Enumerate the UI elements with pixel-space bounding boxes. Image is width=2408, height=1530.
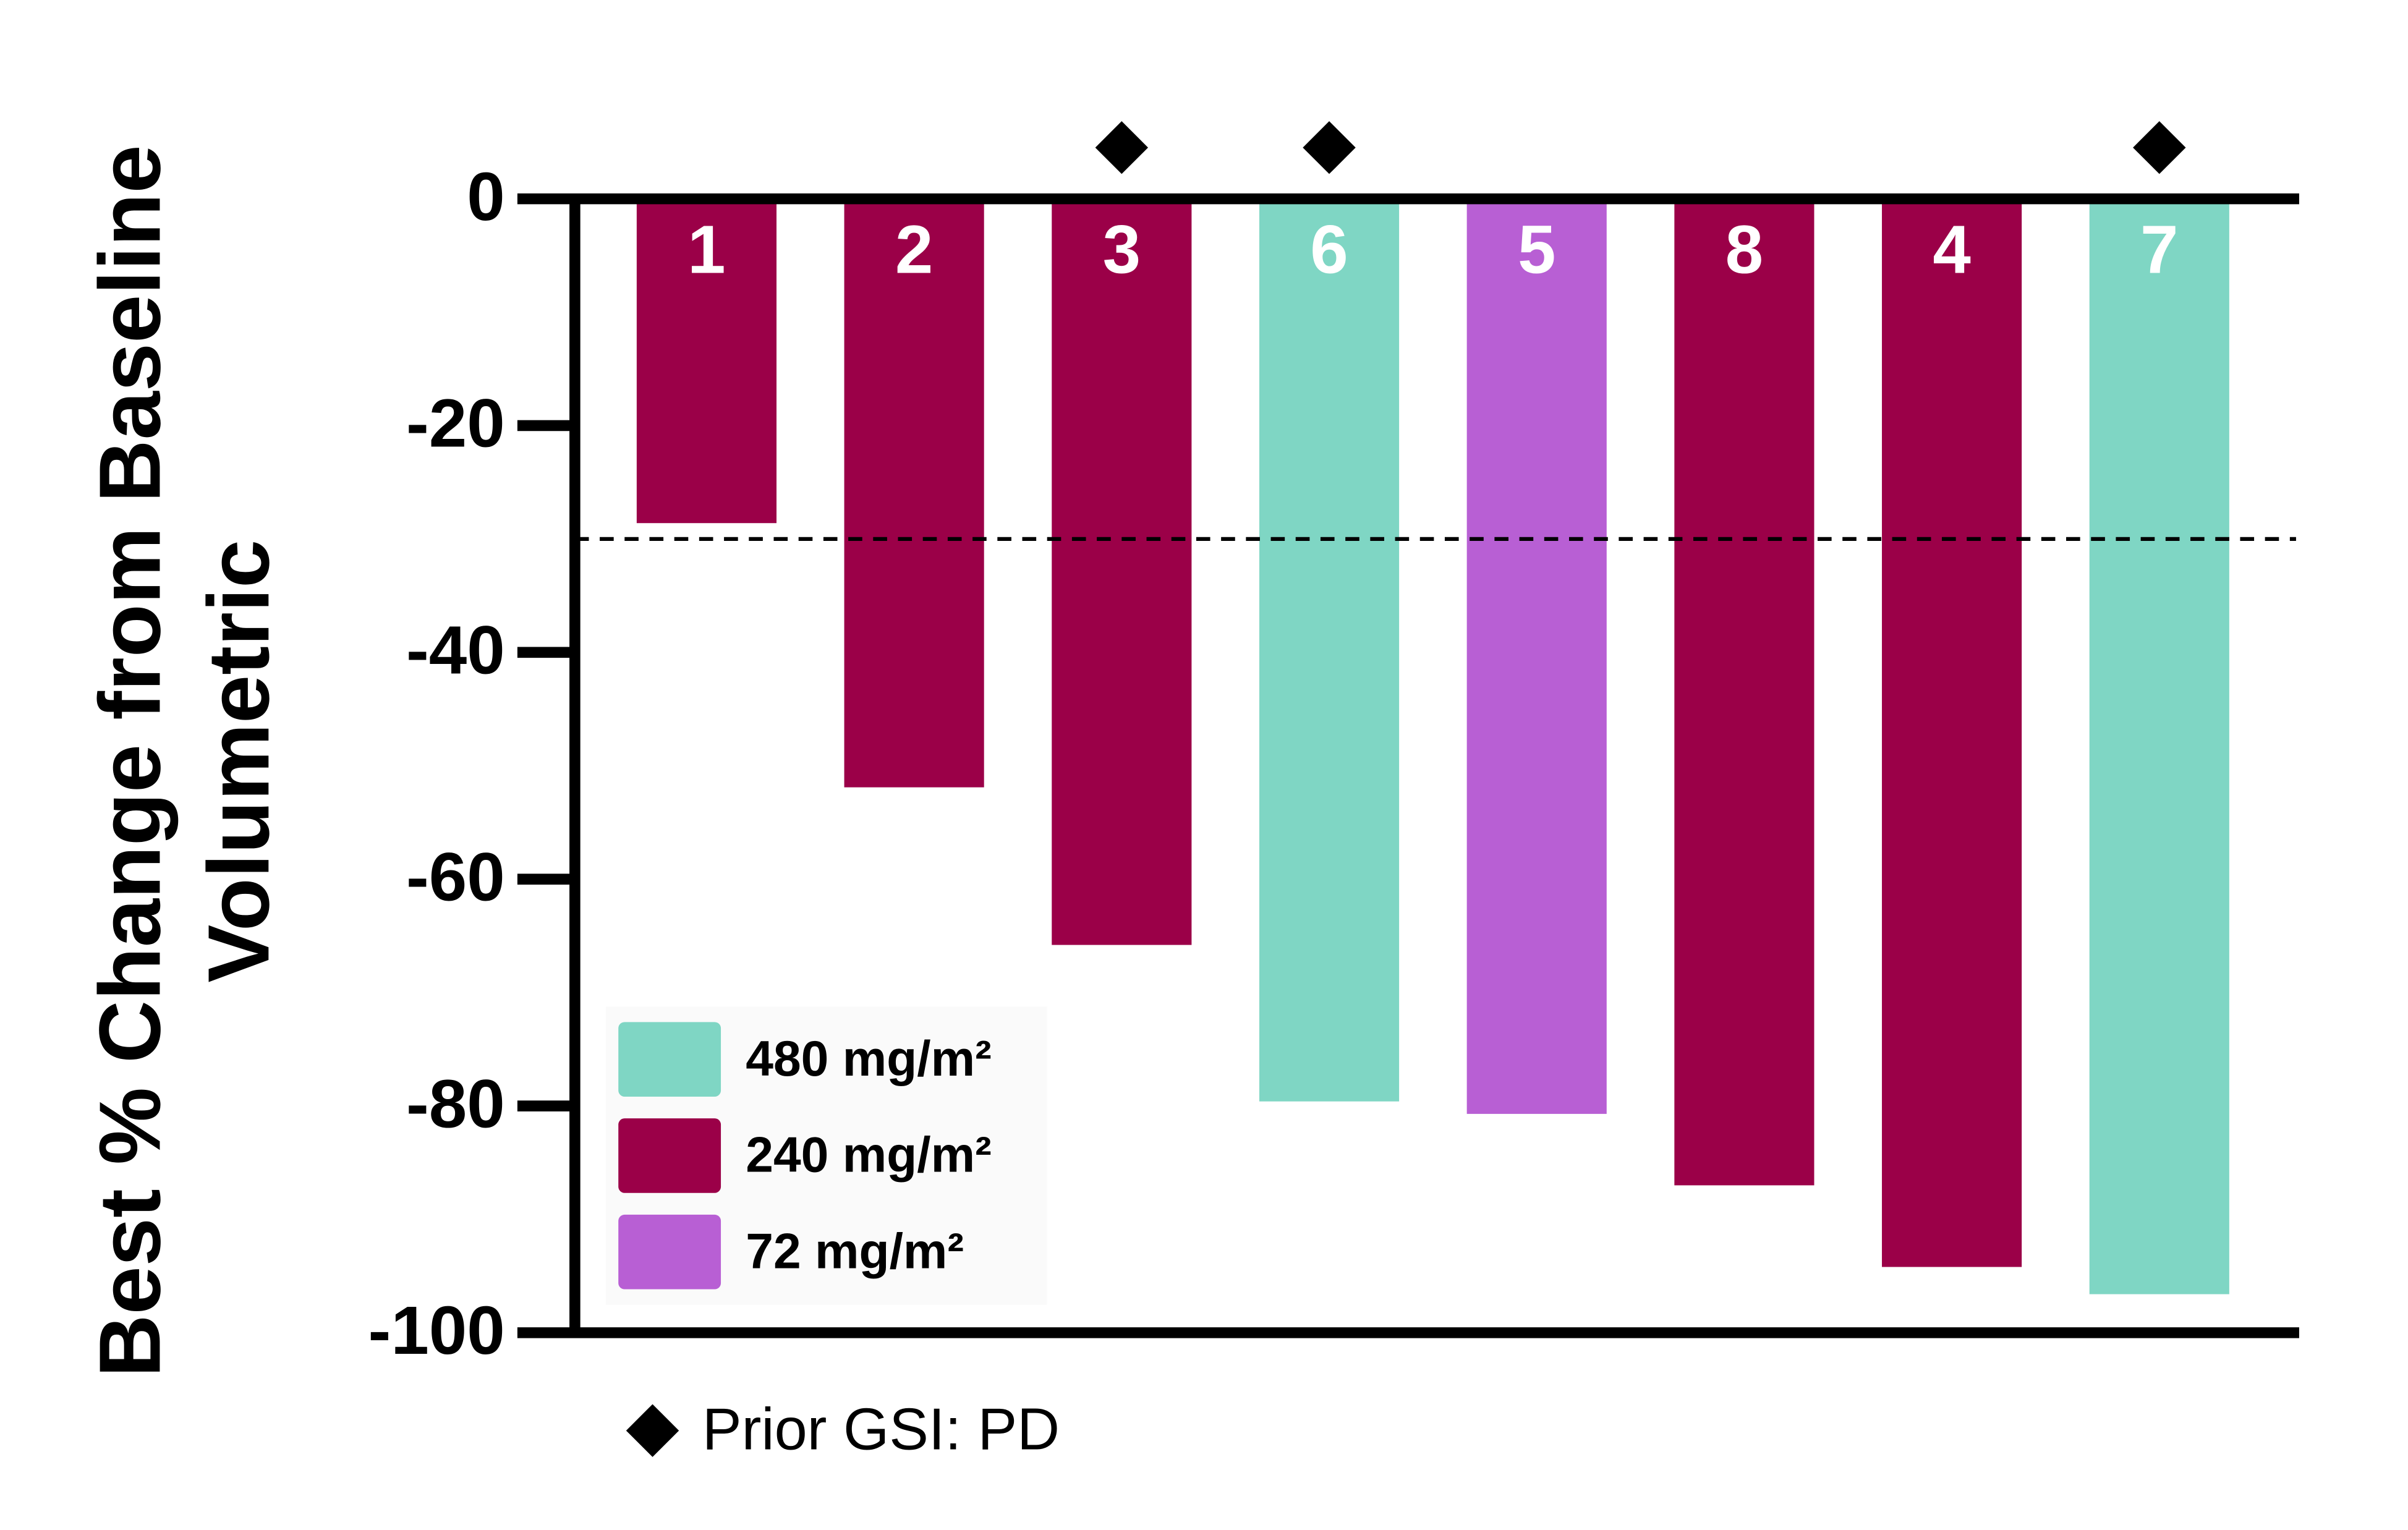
bar	[1466, 198, 1607, 1114]
category-label: 6	[1310, 211, 1348, 287]
bar	[1052, 198, 1192, 945]
marker	[1303, 121, 1356, 174]
y-tick-label: -60	[406, 839, 505, 915]
marker	[1095, 121, 1149, 174]
category-label: 3	[1103, 211, 1141, 287]
y-tick-label: -100	[368, 1293, 505, 1369]
bar	[636, 198, 777, 524]
y-tick-label: 0	[467, 159, 504, 235]
y-tick-label: -40	[406, 613, 505, 689]
legend-swatch	[618, 1118, 721, 1193]
legend-label: 480 mg/m²	[746, 1031, 992, 1087]
marker-key	[626, 1404, 679, 1457]
bar	[2089, 198, 2229, 1294]
y-tick-label: -80	[406, 1066, 505, 1142]
category-label: 7	[2140, 211, 2178, 287]
legend-swatch	[618, 1214, 721, 1290]
bar	[844, 198, 984, 788]
legend-label: 72 mg/m²	[746, 1223, 964, 1279]
marker-label: Prior GSI: PD	[702, 1396, 1060, 1462]
category-label: 1	[687, 211, 725, 287]
marker	[2133, 121, 2186, 174]
category-label: 5	[1518, 211, 1555, 287]
bar	[1259, 198, 1400, 1102]
y-tick-label: -20	[406, 386, 505, 462]
y-axis-title-line: Best % Change from Baseline	[81, 145, 178, 1377]
legend-swatch	[618, 1022, 721, 1097]
category-label: 4	[1933, 211, 1970, 287]
legend-label: 240 mg/m²	[746, 1128, 992, 1183]
category-label: 2	[895, 211, 933, 287]
bar	[1674, 198, 1815, 1186]
bar	[1882, 198, 2022, 1267]
category-label: 8	[1725, 211, 1763, 287]
y-axis-title-line: Volumetric	[190, 540, 287, 983]
